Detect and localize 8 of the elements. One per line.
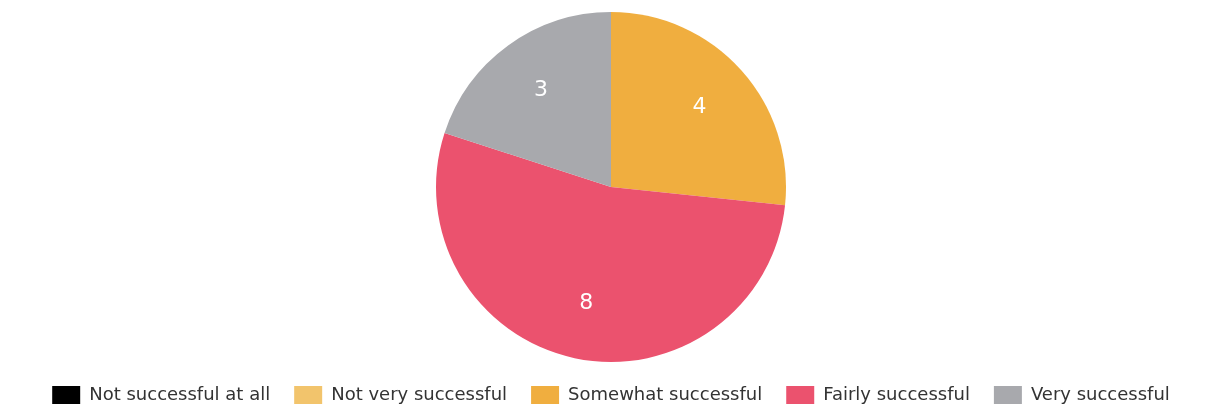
- legend-label: Fairly successful: [823, 382, 970, 404]
- data-label: 3: [534, 76, 549, 102]
- legend-label: Not successful at all: [89, 382, 271, 404]
- legend-label: Very successful: [1030, 382, 1170, 404]
- data-label: 8: [579, 289, 594, 315]
- data-label: 4: [692, 93, 707, 119]
- legend-label: Not very successful: [331, 382, 508, 404]
- legend-label: Somewhat successful: [568, 382, 763, 404]
